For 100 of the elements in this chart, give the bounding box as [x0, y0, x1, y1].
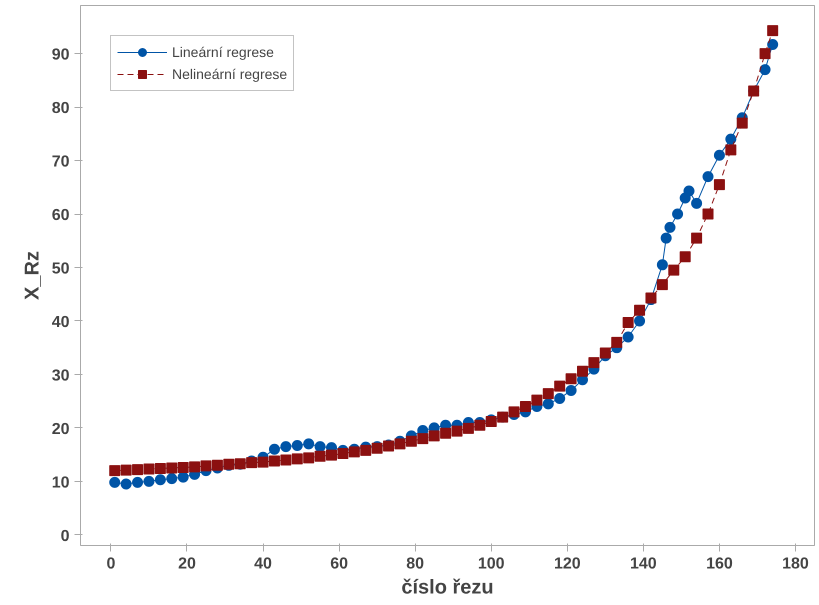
x-tick-label: 120 — [554, 556, 581, 572]
point — [314, 441, 326, 452]
point — [200, 460, 212, 472]
point — [143, 476, 154, 487]
point — [132, 476, 144, 488]
point — [691, 232, 702, 244]
point — [360, 444, 372, 456]
point — [531, 394, 542, 406]
point — [656, 279, 668, 290]
point — [462, 422, 474, 434]
point — [634, 315, 646, 326]
y-tick-label: 0 — [60, 528, 70, 545]
point — [166, 462, 178, 474]
point — [154, 474, 166, 486]
point — [664, 222, 676, 233]
y-tick-label: 10 — [52, 474, 70, 492]
point — [326, 450, 338, 461]
point — [714, 150, 725, 161]
point — [292, 440, 303, 452]
point — [440, 428, 452, 439]
point — [292, 453, 303, 464]
point — [154, 463, 166, 474]
point — [268, 444, 280, 455]
point — [760, 64, 771, 76]
y-tick-label: 50 — [52, 260, 70, 278]
point — [268, 456, 280, 467]
y-tick-label: 70 — [52, 154, 70, 171]
x-tick-label: 180 — [782, 556, 809, 572]
point — [691, 198, 702, 209]
point — [566, 373, 577, 384]
point — [303, 438, 314, 450]
point — [120, 478, 132, 490]
point — [577, 366, 588, 377]
y-tick-label: 40 — [52, 314, 70, 331]
legend-label: Lineární regrese — [172, 44, 274, 60]
point — [120, 464, 132, 476]
point — [668, 264, 680, 276]
point — [622, 317, 634, 328]
point — [736, 118, 748, 129]
y-tick-label: 80 — [52, 100, 70, 118]
point — [508, 406, 520, 418]
point — [132, 464, 144, 476]
x-axis-title: číslo řezu — [401, 576, 494, 598]
point — [258, 456, 269, 468]
point — [542, 398, 554, 410]
point — [760, 48, 771, 60]
point — [622, 331, 634, 342]
point — [660, 232, 672, 244]
point — [767, 39, 778, 50]
x-tick-label: 140 — [630, 556, 657, 572]
point — [143, 464, 154, 475]
y-tick-label: 90 — [52, 46, 70, 64]
point — [212, 460, 223, 471]
point — [406, 436, 417, 447]
point — [178, 462, 189, 473]
point — [672, 208, 684, 220]
point — [680, 251, 691, 262]
point — [109, 465, 120, 476]
point — [542, 388, 554, 400]
point — [634, 304, 646, 316]
x-tick-label: 60 — [330, 556, 348, 572]
point — [702, 208, 714, 220]
y-tick-label: 20 — [52, 420, 70, 438]
point — [714, 179, 725, 190]
x-tick-label: 100 — [478, 556, 505, 572]
x-tick-label: 0 — [106, 556, 116, 572]
point — [280, 441, 292, 452]
point — [314, 450, 326, 462]
point — [767, 25, 778, 36]
point — [683, 186, 694, 197]
x-tick-label: 160 — [706, 556, 733, 572]
point — [611, 336, 622, 348]
x-tick-label: 20 — [178, 556, 196, 572]
point — [348, 446, 360, 458]
point — [656, 259, 668, 270]
legend-label: Nelineární regrese — [172, 66, 288, 82]
point — [109, 476, 120, 488]
point — [428, 430, 440, 442]
point — [303, 452, 314, 464]
point — [702, 171, 714, 182]
point — [554, 380, 566, 392]
point — [417, 433, 428, 444]
point — [337, 448, 348, 460]
point — [554, 392, 566, 404]
y-axis-title: X_Rz — [22, 251, 44, 300]
y-tick-label: 30 — [52, 367, 70, 384]
point — [166, 473, 178, 484]
point — [474, 420, 486, 431]
point — [600, 348, 611, 359]
point — [394, 438, 406, 450]
point — [178, 472, 189, 483]
point — [725, 134, 736, 145]
x-tick-label: 80 — [406, 556, 424, 572]
point — [189, 461, 200, 472]
point — [520, 400, 531, 412]
point — [280, 454, 292, 466]
point — [588, 357, 600, 368]
point — [725, 144, 736, 156]
point — [566, 384, 577, 396]
point — [452, 426, 463, 437]
